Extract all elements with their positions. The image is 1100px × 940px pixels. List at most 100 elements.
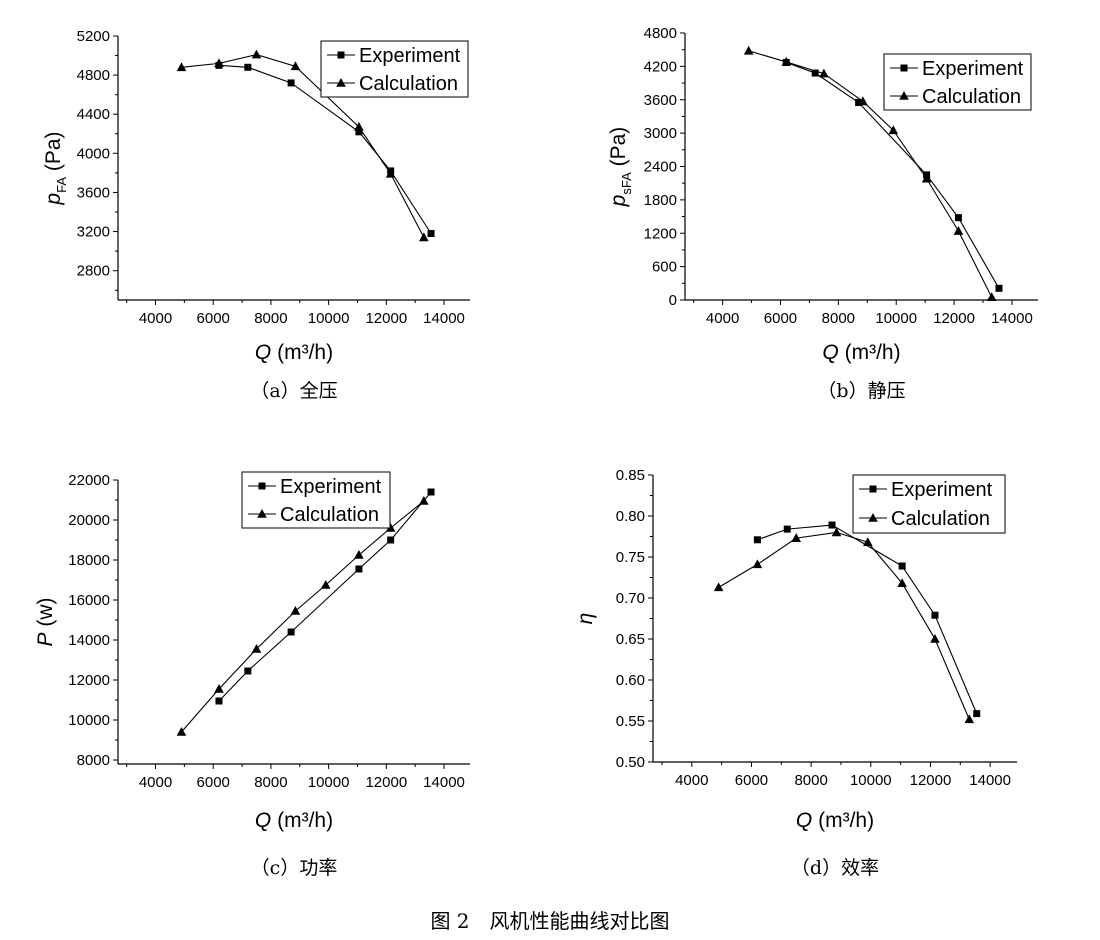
panel-caption: （c）功率 (251, 857, 338, 879)
data-point-experiment (783, 525, 791, 533)
x-tick-label: 14000 (423, 310, 465, 327)
legend-label: Calculation (922, 86, 1021, 108)
y-tick-label: 4400 (77, 106, 110, 123)
y-tick-label: 1200 (644, 225, 677, 242)
data-point-experiment (954, 214, 962, 222)
data-point-calculation (385, 523, 396, 532)
y-tick-label: 3600 (644, 92, 677, 109)
legend-label: Calculation (891, 508, 990, 530)
data-point-experiment (753, 536, 761, 544)
x-tick-label: 10000 (850, 772, 892, 789)
y-axis-label: psFA (Pa) (607, 127, 634, 208)
data-point-experiment (811, 69, 819, 77)
y-tick-label: 1800 (644, 192, 677, 209)
y-tick-label: 3000 (644, 125, 677, 142)
data-point-calculation (320, 580, 331, 589)
data-point-calculation (214, 684, 224, 693)
y-tick-label: 0.50 (616, 754, 645, 771)
data-point-calculation (953, 226, 964, 235)
y-tick-label: 600 (652, 259, 677, 276)
data-point-experiment (387, 536, 395, 544)
legend-label: Calculation (359, 73, 458, 95)
legend-box (320, 40, 469, 98)
data-point-calculation (888, 125, 899, 135)
x-tick-label: 6000 (764, 310, 797, 327)
series-line-experiment (218, 64, 432, 234)
y-tick-label: 18000 (68, 552, 110, 569)
legend-square-marker (258, 482, 266, 490)
y-tick-label: 4800 (77, 67, 110, 84)
legend-triangle-marker (257, 509, 267, 518)
legend-square-marker (900, 64, 908, 72)
panel-caption: （b）静压 (817, 380, 905, 402)
x-tick-label: 12000 (910, 772, 952, 789)
legend-label: Experiment (280, 476, 382, 498)
y-axis-label: pFA (Pa) (42, 131, 69, 205)
data-point-experiment (287, 628, 295, 636)
x-axis-label: Q (m³/h) (255, 809, 333, 832)
data-point-calculation (819, 68, 829, 78)
y-tick-label: 0 (669, 292, 677, 309)
series-line-experiment (757, 524, 978, 714)
x-axis-label: Q (m³/h) (796, 809, 874, 832)
data-point-calculation (290, 61, 301, 71)
legend-triangle-marker (899, 91, 909, 100)
x-tick-label: 12000 (365, 310, 407, 327)
x-tick-label: 14000 (423, 774, 465, 791)
data-point-calculation (385, 168, 396, 178)
panel-caption: （a）全压 (250, 380, 337, 402)
legend-box (852, 474, 1006, 534)
x-tick-label: 8000 (254, 310, 287, 327)
y-tick-label: 4200 (644, 58, 677, 75)
x-tick-label: 10000 (308, 774, 350, 791)
data-point-experiment (244, 63, 252, 71)
legend-label: Experiment (359, 45, 461, 67)
chart-panel-1: 0 600 1200 1800 2400 3000 3600 4200 4800 4000 6000… (607, 25, 1038, 402)
y-tick-label: 0.80 (616, 508, 645, 525)
y-tick-label: 0.70 (616, 590, 645, 607)
y-tick-label: 0.60 (616, 672, 645, 689)
chart-panel-2: 8000 10000 12000 14000 16000 18000 20000 22000 4… (34, 471, 470, 879)
legend-label: Experiment (891, 479, 993, 501)
data-point-calculation (290, 606, 301, 615)
legend-square-marker (869, 485, 877, 493)
data-point-calculation (930, 634, 940, 643)
chart-panel-0: 2800 3200 3600 4000 4400 4800 5200 4000 6000 8000… (42, 28, 470, 402)
legend-triangle-marker (868, 513, 878, 522)
data-point-calculation (176, 62, 187, 72)
x-tick-label: 10000 (875, 310, 917, 327)
y-tick-label: 0.75 (616, 549, 645, 566)
y-tick-label: 2400 (644, 159, 677, 176)
data-point-calculation (964, 714, 975, 724)
x-tick-label: 12000 (365, 774, 407, 791)
data-point-experiment (828, 521, 836, 529)
x-tick-label: 6000 (197, 774, 230, 791)
series-line-calculation (181, 500, 425, 733)
figure-caption: 图 2 风机性能曲线对比图 (430, 909, 669, 933)
y-tick-label: 0.65 (616, 631, 645, 648)
series-line-experiment (786, 61, 1000, 289)
legend-box (883, 53, 1032, 111)
series-line-experiment (218, 491, 432, 702)
data-point-experiment (995, 284, 1003, 292)
data-point-calculation (419, 232, 429, 242)
y-tick-label: 14000 (68, 632, 110, 649)
data-point-calculation (986, 292, 997, 302)
y-tick-label: 5200 (77, 28, 110, 45)
panel-caption: （d）效率 (791, 857, 879, 879)
y-tick-label: 0.55 (616, 713, 645, 730)
x-tick-label: 12000 (933, 310, 975, 327)
y-tick-label: 10000 (68, 712, 110, 729)
data-point-experiment (427, 488, 435, 496)
data-point-calculation (176, 727, 187, 736)
y-axis-label: η (574, 613, 597, 625)
data-point-experiment (931, 611, 939, 619)
x-tick-label: 10000 (308, 310, 350, 327)
y-tick-label: 4800 (644, 25, 677, 42)
y-tick-label: 20000 (68, 512, 110, 529)
y-tick-label: 22000 (68, 472, 110, 489)
legend-triangle-marker (336, 78, 346, 87)
data-point-calculation (214, 58, 224, 68)
data-point-calculation (251, 644, 262, 653)
